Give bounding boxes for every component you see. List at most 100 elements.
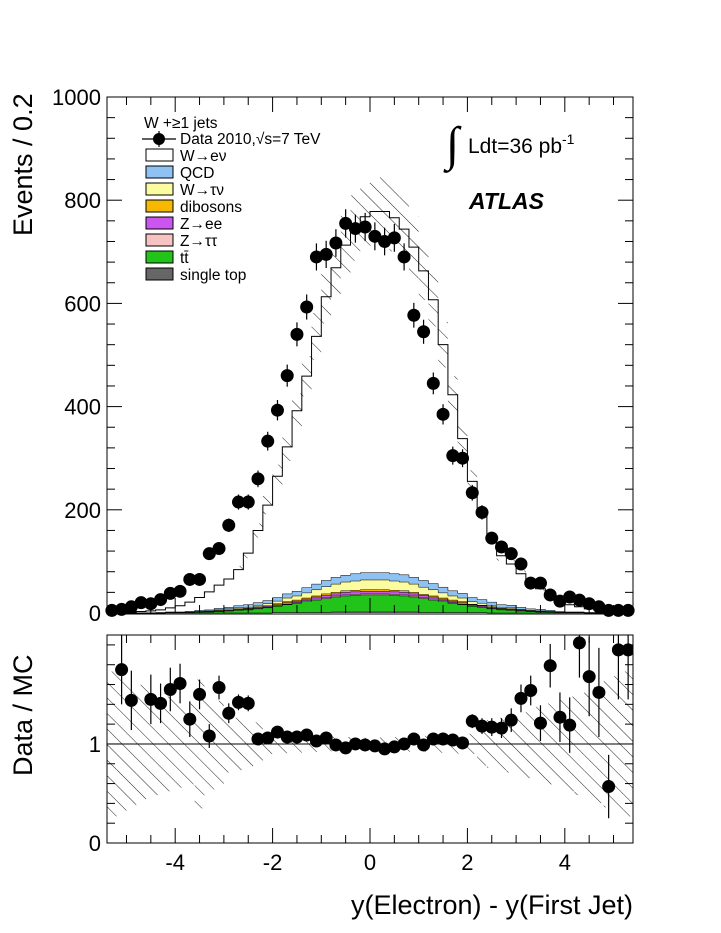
bar-W-30 <box>399 582 410 591</box>
bar-W-43 <box>525 610 536 611</box>
legend: W +≥1 jets Data 2010,√s=7 TeVW→eνQCDW→τν… <box>142 115 321 284</box>
bar-singletop-26 <box>360 611 371 613</box>
bar-Z-28 <box>379 593 390 595</box>
ratio-point-6 <box>183 712 197 726</box>
data-point-25 <box>348 222 362 236</box>
bar-Z-18 <box>282 604 293 605</box>
bar-We-44 <box>535 588 546 610</box>
bar-QCD-6 <box>165 611 176 613</box>
data-point-40 <box>495 540 508 554</box>
bar-tt-22 <box>321 598 332 613</box>
bar-Z-32 <box>418 597 429 599</box>
bar-Zee-33 <box>428 597 439 600</box>
bar-Zee-37 <box>467 604 478 606</box>
bar-We-7 <box>175 605 186 612</box>
bar-Z-19 <box>292 602 303 604</box>
bar-Z-40 <box>496 609 507 610</box>
bar-QCD-20 <box>301 587 312 593</box>
data-point-18 <box>280 369 294 383</box>
legend-header: W +≥1 jets <box>144 115 218 132</box>
data-point-9 <box>193 572 207 586</box>
ratio-point-46 <box>572 636 586 650</box>
bar-Z-38 <box>477 606 488 608</box>
bar-dibosons-34 <box>438 598 449 600</box>
bar-dibosons-11 <box>214 610 225 611</box>
bar-We-6 <box>165 607 176 612</box>
bar-QCD-45 <box>545 610 556 612</box>
legend-label-4: dibosons <box>180 199 242 216</box>
data-point-4 <box>144 597 158 611</box>
bar-Zee-34 <box>438 599 449 601</box>
data-point-26 <box>358 220 372 234</box>
bar-singletop-37 <box>467 612 478 613</box>
bar-singletop-30 <box>399 611 410 613</box>
bar-Z-29 <box>389 594 400 596</box>
bar-We-40 <box>496 555 507 605</box>
data-point-20 <box>300 300 314 314</box>
bar-tt-48 <box>574 612 585 613</box>
y-tick-label-5: 1000 <box>52 85 101 110</box>
bar-Z-41 <box>506 609 517 611</box>
data-points <box>105 209 635 617</box>
bar-QCD-8 <box>184 611 195 612</box>
bar-Zee-32 <box>418 595 429 598</box>
bar-Zee-20 <box>301 599 312 601</box>
bar-dibosons-15 <box>253 606 264 608</box>
ratio-point-37 <box>485 720 499 734</box>
bar-Zee-16 <box>262 606 273 608</box>
legend-swatch-4 <box>145 199 174 213</box>
bar-dibosons-22 <box>321 593 332 596</box>
main-panel: 0 200 400 600 800 1000 Events / 0.2 <box>8 85 635 626</box>
bar-Zee-38 <box>477 605 488 607</box>
bar-Z-30 <box>399 594 410 596</box>
bar-dibosons-18 <box>282 601 293 603</box>
ratio-point-15 <box>270 725 284 739</box>
bar-Z-16 <box>262 607 273 608</box>
bar-QCD-33 <box>428 583 439 590</box>
ratio-point-38 <box>495 721 508 735</box>
bar-tt-38 <box>477 607 488 613</box>
data-point-31 <box>407 308 421 322</box>
bar-tt-45 <box>545 611 556 613</box>
bar-dibosons-17 <box>272 603 283 605</box>
bar-We-15 <box>253 530 264 603</box>
ratio-point-36 <box>475 719 489 733</box>
data-point-38 <box>475 505 489 519</box>
bar-singletop-36 <box>457 612 468 613</box>
bar-QCD-41 <box>506 605 517 608</box>
x-tick-label-4: 4 <box>559 850 571 875</box>
bar-Zee-10 <box>204 611 215 612</box>
bar-tt-46 <box>555 612 566 613</box>
bar-W-35 <box>447 595 458 601</box>
ratio-points <box>115 635 633 819</box>
bar-W-40 <box>496 607 507 609</box>
bar-We-8 <box>184 602 195 612</box>
bar-We-18 <box>282 446 293 594</box>
bar-tt-37 <box>467 606 478 613</box>
ratio-point-18 <box>300 728 314 742</box>
bar-dibosons-30 <box>399 590 410 593</box>
data-point-32 <box>417 325 431 339</box>
bar-QCD-42 <box>516 607 527 610</box>
bar-QCD-34 <box>438 587 449 593</box>
bar-tt-16 <box>262 607 273 613</box>
bar-QCD-40 <box>496 604 507 608</box>
bar-tt-35 <box>447 603 458 613</box>
bar-We-14 <box>243 553 254 605</box>
bar-Zee-30 <box>399 592 410 595</box>
bar-tt-26 <box>360 594 371 612</box>
bar-Zee-15 <box>253 607 264 609</box>
data-point-28 <box>378 234 392 248</box>
bar-tt-25 <box>350 595 361 612</box>
ratio-point-39 <box>504 713 518 727</box>
bar-Zee-36 <box>457 602 468 605</box>
main-y-axis: 0 200 400 600 800 1000 <box>52 85 633 626</box>
bar-dibosons-25 <box>350 590 361 592</box>
ratio-point-10 <box>222 706 236 720</box>
bar-We-38 <box>477 511 488 600</box>
bar-tt-36 <box>457 604 468 613</box>
data-point-16 <box>261 434 275 448</box>
bar-We-28 <box>379 211 390 573</box>
layer-edge-5 <box>107 579 633 614</box>
bar-Zee-28 <box>379 591 390 594</box>
